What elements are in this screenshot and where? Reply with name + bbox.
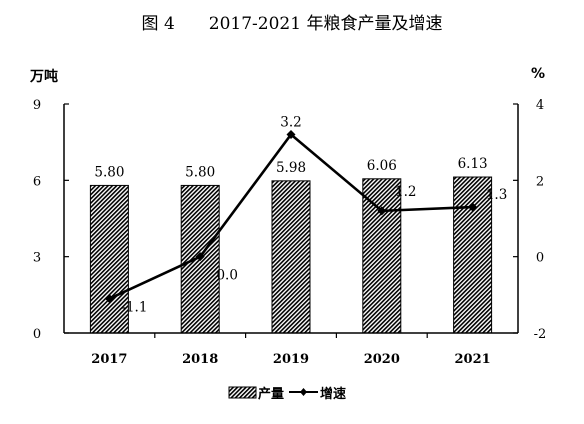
line-value-label: 0.0 <box>216 268 237 284</box>
bar-value-label: 6.06 <box>367 158 397 174</box>
right-tick-label: -2 <box>534 327 547 342</box>
line-value-label: 3.2 <box>280 115 301 131</box>
bar-value-label: 5.80 <box>94 164 124 180</box>
line-point <box>286 130 296 140</box>
legend: 产量 增速 <box>228 386 346 402</box>
x-tick-label: 2017 <box>91 352 127 367</box>
right-tick-label: 0 <box>536 251 544 266</box>
left-axis-unit: 万吨 <box>29 68 58 85</box>
x-axis: 2017 2018 2019 2020 2021 <box>91 333 491 367</box>
line-series: -1.1 0.0 3.2 1.2 1.3 <box>104 115 507 316</box>
x-tick-label: 2020 <box>364 352 400 367</box>
left-tick-label: 9 <box>33 98 41 113</box>
bar <box>362 178 402 334</box>
legend-bar-label: 产量 <box>258 386 284 402</box>
right-axis-unit: % <box>531 66 545 82</box>
line-point <box>104 294 114 304</box>
plot-frame <box>63 104 519 334</box>
line-value-label: -1.1 <box>121 300 147 316</box>
chart-title: 图 4 2017-2021 年粮食产量及增速 <box>142 14 443 34</box>
line-point <box>377 206 387 216</box>
legend-line-label: 增速 <box>320 386 346 402</box>
bar-value-label: 6.13 <box>458 156 488 172</box>
bar-value-label: 5.80 <box>185 164 215 180</box>
right-tick-label: 2 <box>536 174 544 189</box>
left-tick-label: 0 <box>33 327 41 342</box>
x-tick-label: 2021 <box>455 352 491 367</box>
right-axis: -2 0 2 4 <box>513 98 546 342</box>
bar <box>271 180 311 334</box>
left-tick-label: 6 <box>33 174 41 189</box>
bar-series: 5.80 5.80 5.98 6.06 6.13 <box>89 156 493 334</box>
line-point <box>195 252 205 262</box>
line-point <box>468 202 478 212</box>
legend-line-marker <box>300 388 307 396</box>
line-value-label: 1.3 <box>486 187 507 203</box>
right-tick-label: 4 <box>536 98 544 113</box>
left-tick-label: 3 <box>33 251 41 266</box>
legend-bar-swatch <box>228 386 257 399</box>
x-tick-label: 2019 <box>273 352 309 367</box>
bar-value-label: 5.98 <box>276 160 306 176</box>
x-tick-label: 2018 <box>182 352 218 367</box>
line-value-label: 1.2 <box>395 184 416 200</box>
